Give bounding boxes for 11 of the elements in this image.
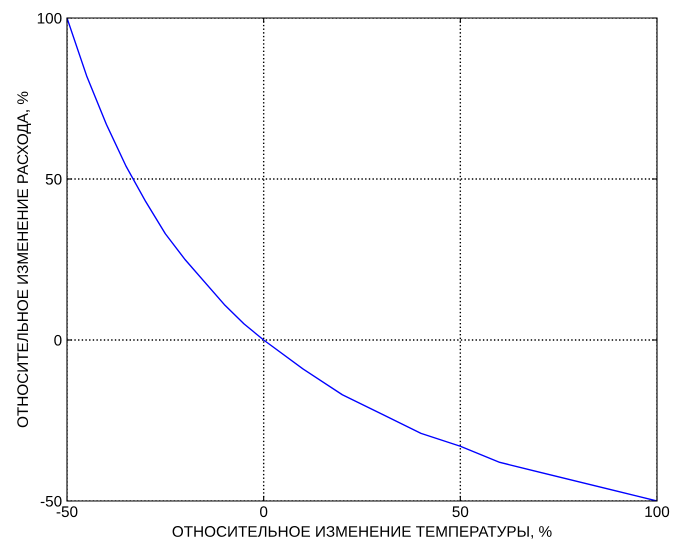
y-tick-label: 50 (46, 174, 62, 185)
x-tick-label: 50 (452, 506, 468, 518)
x-tick-label: 0 (260, 506, 268, 518)
y-tick-label: -50 (40, 496, 62, 507)
y-tick-label: 0 (54, 334, 62, 346)
x-tick-label: 100 (645, 506, 670, 518)
y-axis-title: ОТНОСИТЕЛЬНОЕ ИЗМЕНЕНИЕ РАСХОДА, % (17, 92, 31, 428)
x-axis-title: ОТНОСИТЕЛЬНОЕ ИЗМЕНЕНИЕ ТЕМПЕРАТУРЫ, % (172, 526, 552, 539)
y-tick-label: 100 (38, 12, 62, 24)
x-tick-label: -50 (56, 506, 78, 518)
line-series (67, 18, 657, 501)
